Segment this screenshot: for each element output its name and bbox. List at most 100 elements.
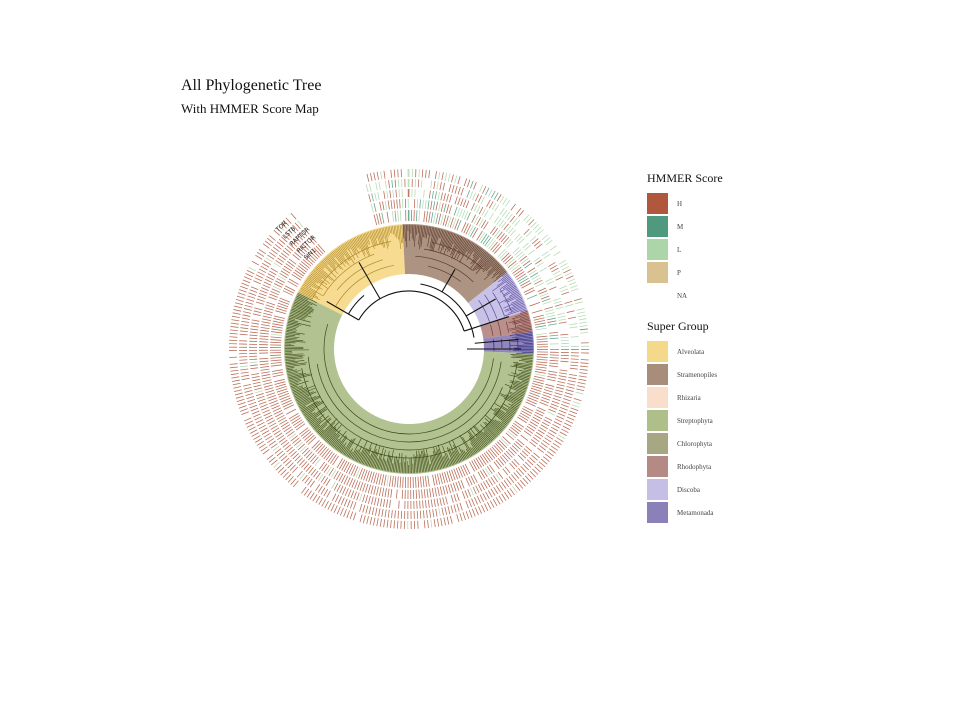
- hmmer-cell: [542, 301, 552, 305]
- hmmer-cell: [460, 187, 464, 196]
- hmmer-cell: [309, 492, 315, 500]
- leaf-branch: [484, 418, 501, 433]
- hmmer-cell: [422, 500, 424, 509]
- hmmer-cell: [260, 446, 268, 452]
- hmmer-cell: [345, 463, 352, 474]
- hmmer-cell: [381, 508, 384, 517]
- backbone-branch: [474, 338, 519, 344]
- hmmer-cell: [379, 518, 382, 527]
- hmmer-cell: [549, 406, 558, 410]
- leaf-branch: [302, 400, 324, 414]
- hmmer-cell: [539, 426, 547, 432]
- hmmer-cell: [432, 474, 435, 486]
- internal-branch: [307, 356, 503, 451]
- leaf-branch: [514, 312, 528, 318]
- hmmer-cell: [264, 240, 272, 247]
- hmmer-cell: [234, 305, 243, 309]
- leaf-branch: [314, 268, 326, 279]
- internal-branch: [415, 255, 474, 283]
- hmmer-cell: [522, 408, 533, 414]
- hmmer-cell: [558, 260, 566, 265]
- hmmer-legend-item: P: [647, 261, 723, 284]
- hmmer-cell: [530, 439, 538, 445]
- hmmer-cell: [235, 299, 244, 302]
- hmmer-cell: [255, 419, 264, 424]
- hmmer-cell: [277, 434, 285, 441]
- hmmer-cell: [515, 470, 522, 477]
- hmmer-cell: [282, 471, 289, 478]
- leaf-branch: [508, 291, 519, 297]
- hmmer-cell: [520, 434, 529, 441]
- hmmer-cell: [576, 385, 585, 388]
- hmmer-cell: [498, 483, 504, 491]
- hmmer-cell: [469, 191, 474, 199]
- leaf-branch: [519, 311, 528, 315]
- hmmer-cell: [299, 427, 309, 435]
- leaf-branch: [494, 408, 511, 421]
- hmmer-cell: [535, 368, 547, 372]
- hmmer-cell: [390, 200, 393, 210]
- hmmer-cell: [383, 498, 386, 508]
- leaf-branch: [365, 232, 371, 245]
- hmmer-cell: [474, 497, 478, 505]
- leaf-branch: [362, 442, 373, 465]
- hmmer-cell: [506, 490, 513, 498]
- leaf-branch: [485, 428, 496, 439]
- hmmer-cell: [282, 457, 290, 464]
- hmmer-cell: [532, 277, 542, 283]
- hmmer-cell: [256, 395, 265, 400]
- leaf-branch: [285, 362, 298, 365]
- hmmer-cell: [341, 474, 346, 484]
- hmmer-cell: [533, 378, 545, 382]
- hmmer-cell: [336, 458, 344, 469]
- hmmer-cell: [254, 438, 263, 443]
- hmmer-cell: [271, 331, 283, 334]
- leaf-branch: [383, 227, 389, 249]
- hmmer-cell: [266, 301, 276, 306]
- super-group-legend-item: Discoba: [647, 478, 717, 501]
- hmmer-cell: [534, 279, 543, 285]
- hmmer-cell: [449, 515, 453, 524]
- leaf-branch: [460, 453, 465, 461]
- hmmer-cell: [298, 459, 306, 466]
- hmmer-cell: [255, 274, 264, 279]
- hmmer-cell: [284, 444, 292, 451]
- hmmer-cell: [312, 494, 318, 502]
- leaf-branch: [285, 337, 297, 340]
- super-group-legend-swatch: [647, 502, 668, 523]
- leaf-branch: [289, 378, 301, 383]
- hmmer-cell: [448, 470, 454, 482]
- hmmer-cell: [430, 212, 434, 223]
- leaf-branch: [360, 234, 371, 257]
- hmmer-cell: [354, 480, 359, 489]
- leaf-branch: [367, 450, 374, 466]
- hmmer-cell: [352, 501, 357, 510]
- hmmer-cell: [381, 212, 385, 224]
- backbone-branch: [358, 262, 381, 300]
- hmmer-cell: [289, 227, 297, 234]
- leaf-branch: [327, 255, 336, 265]
- hmmer-cell: [497, 248, 506, 258]
- hmmer-cell: [282, 402, 293, 408]
- hmmer-cell: [261, 376, 271, 380]
- hmmer-cell: [542, 421, 550, 427]
- hmmer-cell: [554, 303, 563, 307]
- leaf-branch: [430, 456, 434, 471]
- internal-branch: [336, 259, 384, 291]
- hmmer-cell: [545, 383, 555, 387]
- leaf-branch: [400, 453, 403, 473]
- hmmer-cell: [294, 269, 304, 277]
- hmmer-cell: [323, 464, 330, 473]
- hmmer-cell: [309, 251, 319, 260]
- hmmer-cell: [259, 363, 269, 366]
- hmmer-cell: [366, 516, 369, 525]
- hmmer-cell: [558, 375, 567, 378]
- hmmer-cell: [495, 473, 501, 481]
- hmmer-cell: [514, 233, 521, 240]
- leaf-branch: [380, 228, 386, 248]
- hmmer-cell: [430, 519, 433, 528]
- leaf-branch: [285, 354, 305, 357]
- hmmer-cell: [290, 435, 298, 442]
- hmmer-cell: [499, 208, 505, 216]
